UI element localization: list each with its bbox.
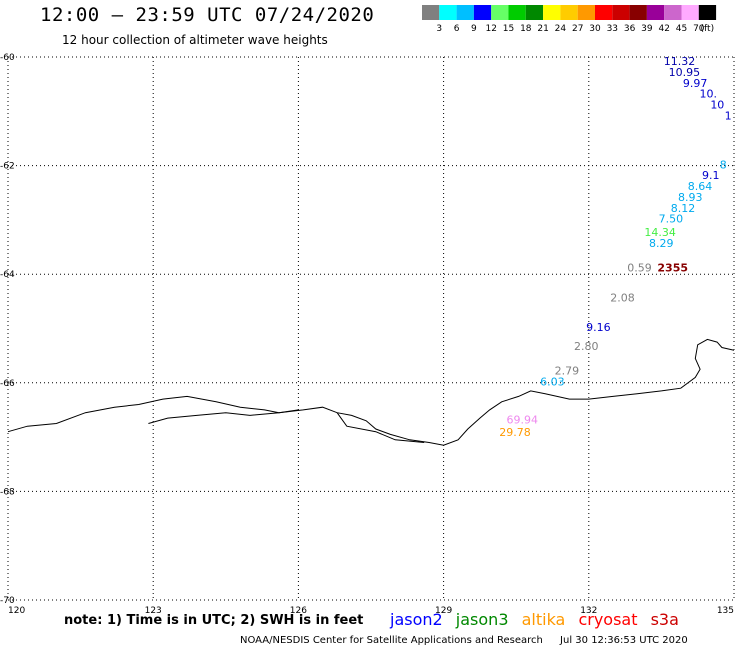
wave-height-value: 2.80: [574, 340, 599, 353]
scale-swatch: [422, 5, 440, 20]
coastline-inner: [148, 409, 299, 424]
coastline-island: [336, 412, 425, 443]
scale-swatch: [560, 5, 578, 20]
scale-label: 12: [485, 24, 496, 34]
scale-label: 30: [589, 24, 601, 34]
wave-height-value: 2355: [657, 261, 688, 274]
scale-swatch: [543, 5, 561, 20]
scale-swatch: [612, 5, 630, 20]
scale-label: 33: [607, 24, 618, 34]
wave-height-value: 8.29: [649, 237, 674, 250]
satellite-label: s3a: [650, 610, 679, 629]
scale-label: 36: [624, 24, 636, 34]
scale-label: 15: [503, 24, 514, 34]
wave-height-value: 9.16: [586, 321, 611, 334]
lon-tick-label: 129: [435, 606, 452, 616]
scale-swatch: [508, 5, 526, 20]
scale-swatch: [629, 5, 647, 20]
wave-height-value: 14.34: [644, 226, 676, 239]
wave-height-value: 1: [725, 109, 732, 122]
color-scale-legend: 3 6 9 12 15 18 21 24 27 30 33 36 39 42 45 70(ft): [422, 5, 717, 34]
footer-credit: NOAA/NESDIS Center for Satellite Applica…: [240, 635, 688, 646]
lon-tick-label: 135: [717, 606, 734, 616]
lon-tick-label: 120: [8, 606, 25, 616]
lon-tick-label: 123: [145, 606, 162, 616]
coastline-main: [7, 338, 735, 446]
satellite-label: cryosat: [578, 610, 638, 629]
coastline: [7, 338, 735, 446]
satellite-legend: jason2 jason3 altika cryosat s3a: [390, 610, 687, 629]
wave-height-value: 8: [720, 158, 727, 171]
scale-label: 27: [572, 24, 583, 34]
scale-swatch: [646, 5, 665, 20]
scale-label: 18: [520, 24, 532, 34]
scale-label: 39: [641, 24, 653, 34]
lon-tick-label: 132: [580, 606, 597, 616]
lat-tick-label: -68: [0, 487, 15, 497]
scale-swatch: [595, 5, 613, 20]
satellite-label: altika: [521, 610, 566, 629]
satellite-label: jason2: [390, 610, 443, 629]
lat-tick-label: -64: [0, 270, 15, 280]
wave-height-value: 0.59: [627, 261, 652, 274]
scale-swatch: [681, 5, 699, 20]
map-subtitle: 12 hour collection of altimeter wave hei…: [62, 33, 328, 47]
satellite-label: jason3: [455, 610, 509, 629]
wave-height-value: 10.: [700, 88, 718, 101]
map-title: 12:00 – 23:59 UTC 07/24/2020: [40, 4, 375, 26]
scale-swatch: [525, 5, 544, 20]
wave-height-value: 11.32: [664, 55, 696, 68]
axis-tick-labels: 120 123 126 129 132 135 -60 -62 -64 -66 -68 -70: [0, 53, 734, 616]
wave-height-value: 2.08: [610, 291, 635, 304]
wave-height-value: 29.78: [499, 426, 531, 439]
scale-swatch: [698, 5, 717, 20]
timestamp: Jul 30 12:36:53 UTC 2020: [560, 635, 688, 646]
lon-tick-label: 126: [290, 606, 307, 616]
lat-tick-label: -60: [0, 53, 15, 63]
wave-height-value: 9.1: [702, 169, 720, 182]
wave-height-value: 9.97: [683, 77, 708, 90]
scale-swatch: [491, 5, 509, 20]
scale-swatch: [439, 5, 457, 20]
lat-lon-grid: [7, 56, 735, 601]
lat-tick-label: -62: [0, 162, 15, 172]
scale-label: 24: [555, 24, 567, 34]
scale-label: 9: [471, 24, 477, 34]
scale-unit: (ft): [701, 24, 715, 34]
scale-label: 70: [693, 24, 705, 34]
lat-tick-label: -70: [0, 596, 15, 606]
lat-tick-label: -66: [0, 379, 15, 389]
scale-label: 42: [658, 24, 669, 34]
wave-height-value: 8.12: [671, 202, 696, 215]
wave-height-value: 8.64: [688, 180, 713, 193]
scale-label: 6: [454, 24, 460, 34]
scale-swatch: [664, 5, 682, 20]
footer-note: note: 1) Time is in UTC; 2) SWH is in fe…: [64, 613, 364, 628]
scale-swatch: [456, 5, 474, 20]
wave-height-value: 8.93: [678, 191, 703, 204]
wave-height-value: 6.03: [540, 376, 565, 389]
scale-swatch: [473, 5, 492, 20]
credit-text: NOAA/NESDIS Center for Satellite Applica…: [240, 635, 543, 646]
scale-label: 45: [676, 24, 687, 34]
wave-height-value: 10.95: [669, 66, 701, 79]
wave-height-value: 69.94: [506, 414, 538, 427]
scale-label: 3: [436, 24, 442, 34]
scale-label: 21: [537, 24, 548, 34]
wave-height-value: 10: [710, 99, 724, 112]
wave-height-value: 7.50: [659, 213, 684, 226]
wave-height-value: 2.79: [555, 365, 580, 378]
scale-swatch: [577, 5, 595, 20]
